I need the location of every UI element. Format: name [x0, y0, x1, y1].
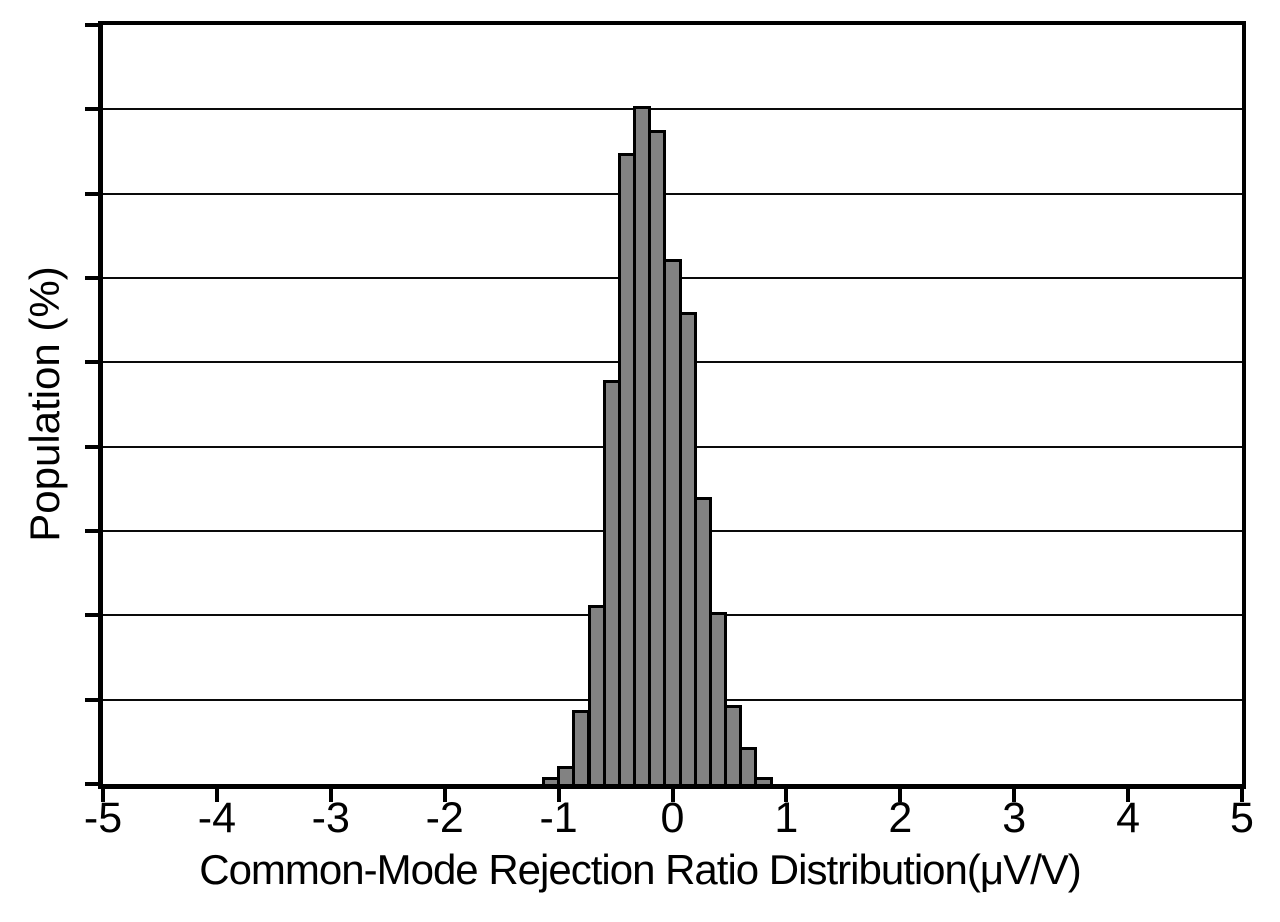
x-tick: [214, 789, 219, 802]
x-tick-label: 2: [888, 794, 913, 842]
x-tick: [1126, 789, 1131, 802]
y-tick: [85, 613, 98, 618]
histogram-bar: [754, 777, 773, 784]
y-tick: [85, 444, 98, 449]
x-tick: [556, 789, 561, 802]
y-tick: [85, 191, 98, 196]
x-tick: [670, 789, 675, 802]
y-tick: [85, 23, 98, 27]
x-tick-label: -1: [539, 794, 578, 842]
y-tick: [85, 276, 98, 280]
x-tick-label: 1: [774, 794, 799, 842]
x-tick-label: -2: [425, 794, 464, 842]
gridline: [103, 108, 1242, 111]
x-tick-label: 4: [1116, 794, 1141, 842]
x-tick: [328, 789, 333, 802]
x-tick: [1240, 789, 1244, 802]
x-tick-label: -3: [311, 794, 350, 842]
x-tick-label: 3: [1002, 794, 1027, 842]
x-tick: [101, 789, 105, 802]
histogram-bar: [739, 746, 758, 784]
histogram-bar: [708, 611, 728, 784]
x-tick-label: -5: [83, 794, 123, 842]
gridline: [103, 192, 1242, 195]
plot-area: [103, 25, 1242, 784]
histogram-bar: [724, 704, 743, 784]
x-tick: [1012, 789, 1017, 802]
y-tick: [85, 782, 98, 786]
x-tick-label: 0: [660, 794, 685, 842]
x-tick-label: -4: [197, 794, 237, 842]
x-tick: [898, 789, 903, 802]
plot-frame: [98, 21, 1246, 789]
y-axis-title: Population (%): [21, 266, 68, 542]
y-tick: [85, 529, 98, 533]
x-tick: [442, 789, 447, 802]
y-tick: [85, 107, 98, 112]
x-axis-title: Common-Mode Rejection Ratio Distribution…: [199, 846, 1082, 893]
x-tick-label: 5: [1230, 794, 1254, 842]
y-tick: [85, 360, 98, 365]
y-tick: [85, 697, 98, 702]
x-tick: [784, 789, 789, 802]
